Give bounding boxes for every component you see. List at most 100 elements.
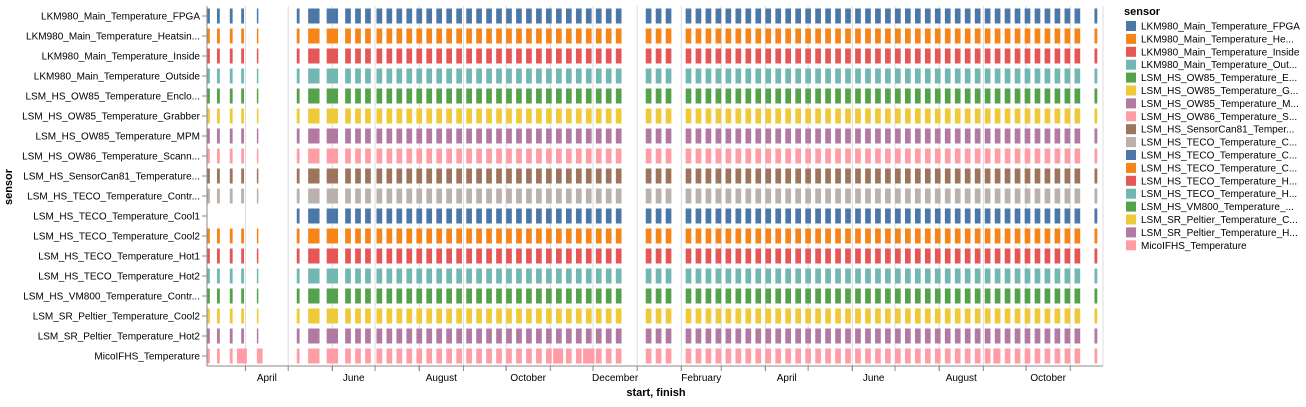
- bar: [984, 348, 991, 364]
- bar: [605, 68, 612, 84]
- bar: [256, 148, 259, 164]
- legend-swatch: [1126, 72, 1136, 83]
- bar: [805, 68, 811, 84]
- bar: [1004, 208, 1011, 224]
- bar: [296, 268, 300, 284]
- bar: [486, 308, 492, 324]
- bar: [406, 28, 413, 44]
- bar: [308, 68, 320, 84]
- bar: [994, 228, 1001, 244]
- bar: [895, 68, 901, 84]
- bar: [765, 288, 772, 304]
- bar: [565, 328, 572, 344]
- bar: [745, 128, 752, 144]
- bar: [914, 148, 921, 164]
- bar: [775, 8, 782, 24]
- bar: [456, 68, 462, 84]
- bar: [229, 48, 233, 64]
- bar: [755, 348, 762, 364]
- bar: [345, 268, 351, 284]
- bar: [496, 8, 502, 24]
- bar: [555, 308, 562, 324]
- bar: [914, 248, 921, 264]
- bar: [964, 228, 971, 244]
- bar: [775, 148, 782, 164]
- bar: [735, 88, 742, 104]
- bar: [406, 208, 413, 224]
- bar: [954, 248, 961, 264]
- bar: [565, 148, 572, 164]
- bar: [655, 168, 662, 184]
- bar: [416, 348, 423, 364]
- bar: [207, 128, 210, 144]
- bar: [685, 268, 692, 284]
- bar: [695, 148, 702, 164]
- bar: [256, 228, 259, 244]
- bar: [1034, 228, 1041, 244]
- bar: [755, 308, 762, 324]
- bar: [615, 8, 622, 24]
- legend-swatch: [1126, 59, 1136, 70]
- bar: [885, 128, 891, 144]
- bar: [1054, 248, 1061, 264]
- bar: [207, 268, 210, 284]
- bar: [1034, 168, 1041, 184]
- bar: [476, 88, 482, 104]
- bar: [555, 248, 562, 264]
- bar: [924, 348, 931, 364]
- bar: [1034, 28, 1041, 44]
- bar: [1014, 108, 1021, 124]
- legend-entry-label: LKM980_Main_Temperature_Inside: [1141, 47, 1300, 58]
- bar: [446, 268, 453, 284]
- bar: [815, 128, 821, 144]
- bar: [655, 228, 662, 244]
- bar: [745, 148, 752, 164]
- bar: [645, 108, 652, 124]
- bar: [526, 248, 532, 264]
- bar: [546, 308, 552, 324]
- bar: [984, 108, 991, 124]
- bar: [526, 28, 532, 44]
- bar: [1054, 188, 1061, 204]
- bar: [1044, 48, 1051, 64]
- bar: [1054, 288, 1061, 304]
- bar: [296, 88, 300, 104]
- bar: [476, 48, 482, 64]
- bar: [835, 268, 841, 284]
- bar: [1074, 128, 1081, 144]
- x-tick-label: August: [946, 373, 977, 384]
- bar: [934, 328, 941, 344]
- bar: [665, 48, 672, 64]
- bar: [406, 8, 413, 24]
- bar: [296, 128, 300, 144]
- bar: [326, 48, 339, 64]
- bar: [565, 8, 572, 24]
- bar: [241, 128, 245, 144]
- bar: [775, 48, 782, 64]
- bar: [1024, 268, 1031, 284]
- bar: [386, 228, 393, 244]
- bar: [436, 208, 443, 224]
- bar: [605, 168, 612, 184]
- bar: [665, 228, 672, 244]
- bar: [396, 248, 403, 264]
- bar: [735, 268, 742, 284]
- bar: [506, 128, 512, 144]
- y-tick-label: LSM_SR_Peltier_Temperature_Cool2: [33, 312, 201, 323]
- bar: [705, 88, 712, 104]
- bar: [855, 148, 861, 164]
- bar: [765, 228, 772, 244]
- bar: [705, 108, 712, 124]
- bar: [904, 348, 911, 364]
- bar: [665, 208, 672, 224]
- bar: [476, 128, 482, 144]
- bar: [904, 68, 911, 84]
- bar: [506, 288, 512, 304]
- bar: [885, 328, 891, 344]
- bar: [595, 308, 602, 324]
- bar: [755, 8, 762, 24]
- bar: [765, 348, 772, 364]
- bar: [241, 168, 245, 184]
- bar: [1004, 128, 1011, 144]
- bar: [416, 28, 423, 44]
